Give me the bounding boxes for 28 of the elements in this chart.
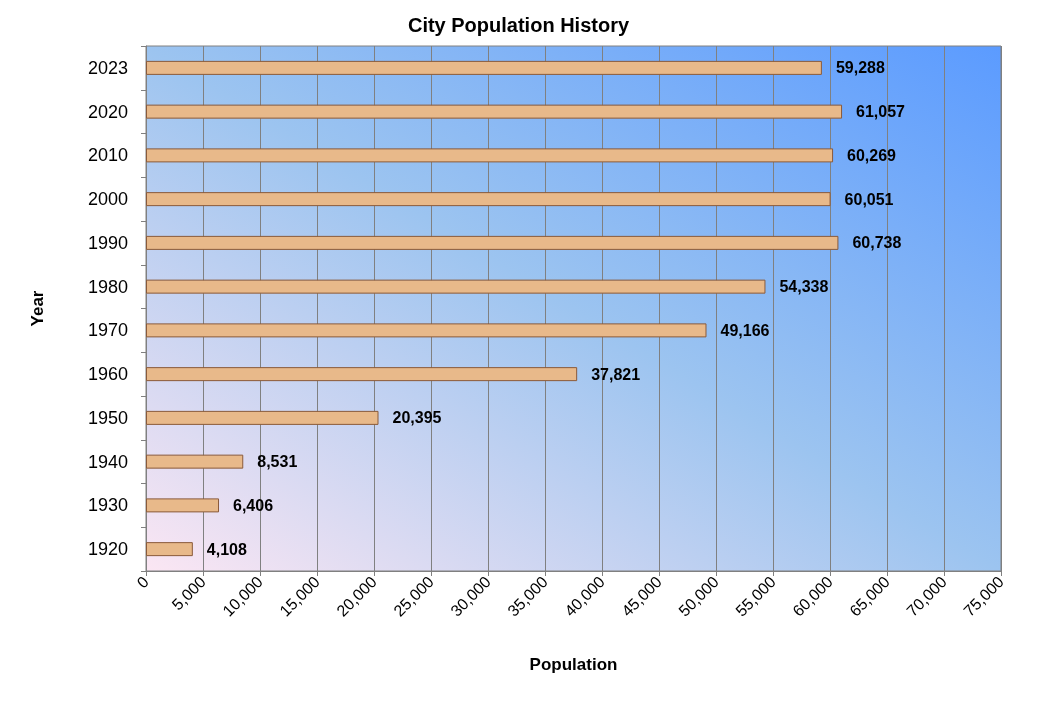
y-tick-label: 2000 — [87, 189, 128, 210]
data-label: 8,531 — [257, 453, 298, 471]
data-label: 6,406 — [233, 496, 274, 514]
y-tick-label: 1930 — [87, 495, 128, 516]
y-tick-label: 2020 — [87, 101, 128, 122]
y-tick-label: 1990 — [87, 232, 128, 253]
y-axis-title: Year — [28, 290, 47, 327]
data-label: 60,738 — [852, 234, 902, 252]
data-label: 54,338 — [779, 278, 829, 296]
x-tick-label: 0 — [133, 572, 153, 592]
data-label: 59,288 — [835, 59, 885, 77]
data-label: 49,166 — [720, 321, 770, 339]
y-tick-label: 2023 — [87, 57, 128, 78]
y-tick-label: 1960 — [87, 364, 128, 385]
data-label: 4,108 — [206, 540, 247, 558]
y-tick-label: 1950 — [87, 407, 128, 428]
y-tick-label: 1970 — [87, 320, 128, 341]
chart-title: City Population History — [407, 14, 630, 36]
x-axis-title: Population — [529, 655, 618, 674]
y-tick-label: 2010 — [87, 145, 128, 166]
data-label: 20,395 — [392, 409, 442, 427]
data-label: 60,269 — [847, 146, 897, 164]
data-label: 37,821 — [591, 365, 641, 383]
data-label: 61,057 — [856, 103, 906, 121]
data-label: 60,051 — [844, 190, 894, 208]
y-tick-label: 1980 — [87, 276, 128, 297]
y-tick-label: 1920 — [87, 539, 128, 560]
y-tick-label: 1940 — [87, 451, 128, 472]
